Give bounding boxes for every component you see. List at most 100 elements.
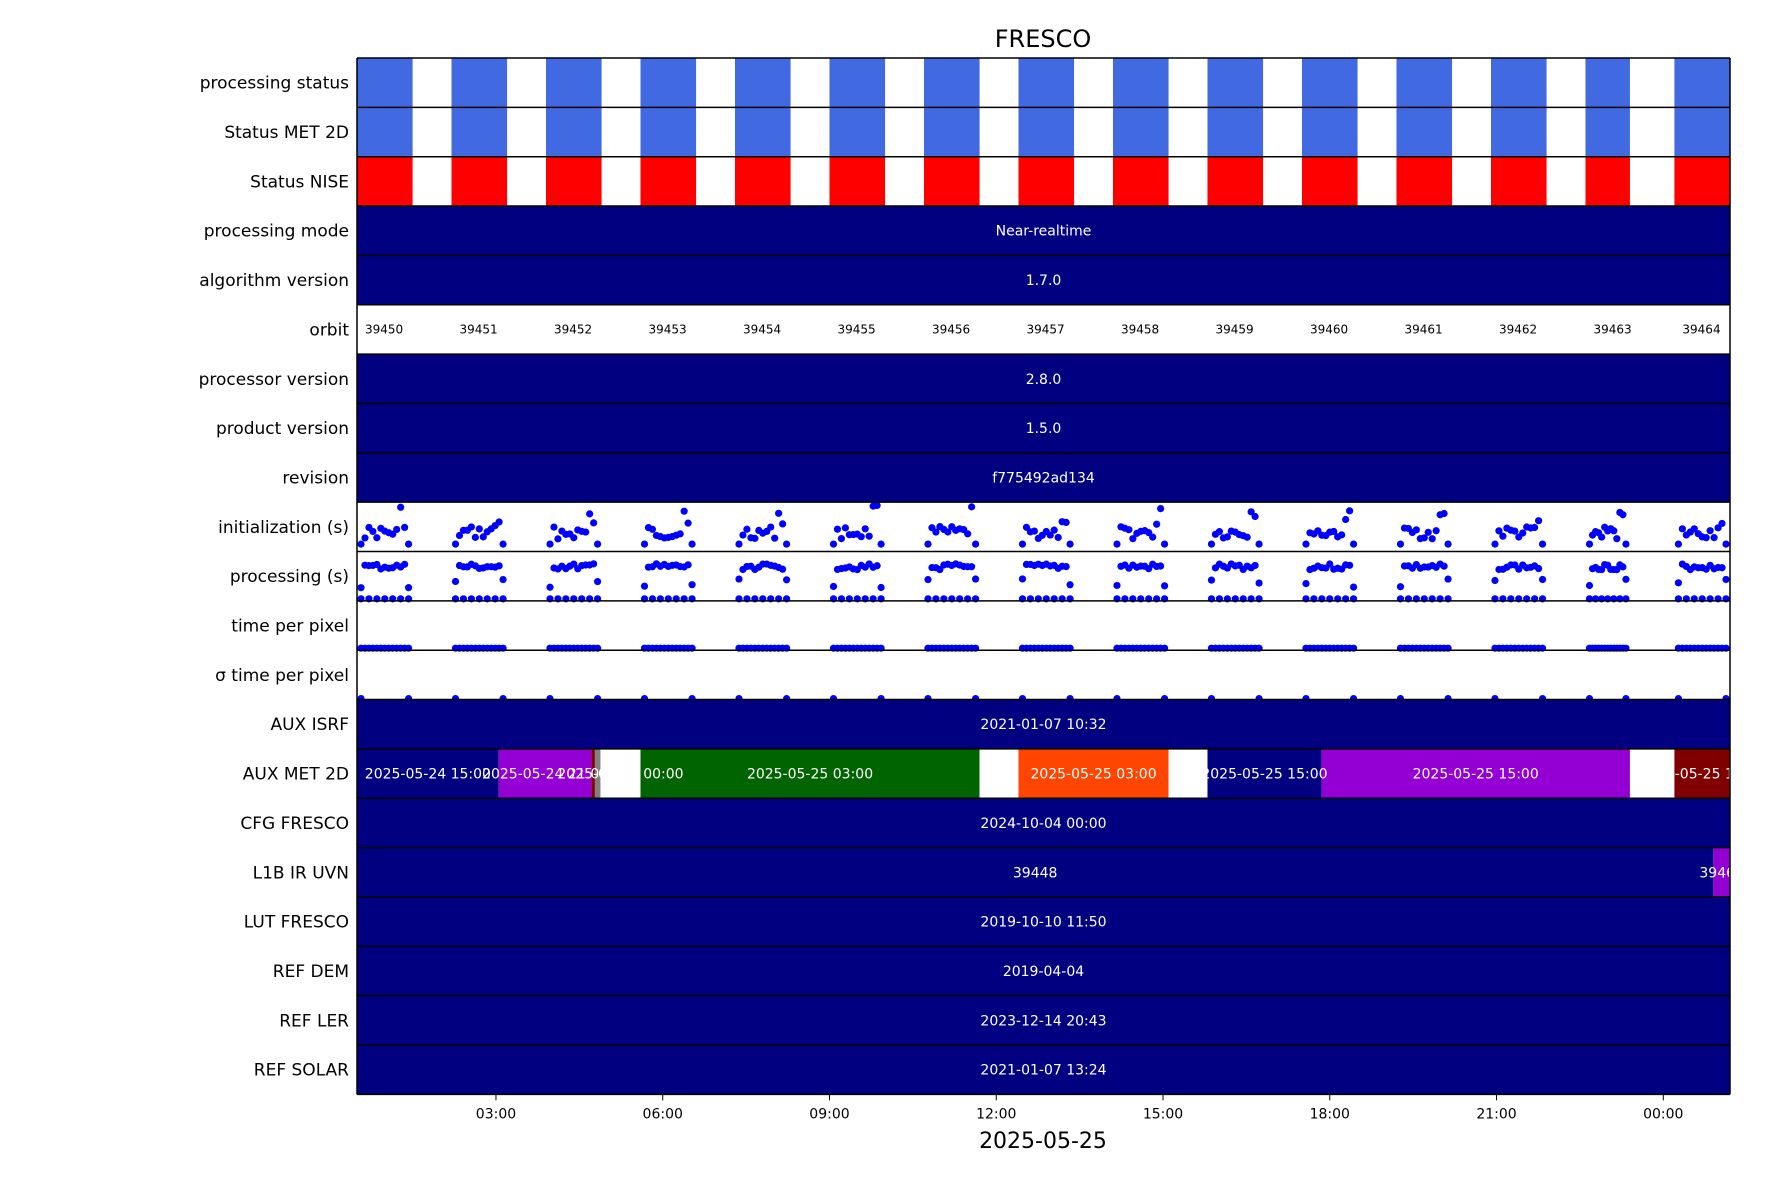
- data-point: [475, 525, 483, 533]
- band-segment: [357, 896, 1730, 947]
- data-point: [1342, 515, 1350, 524]
- status-block: [829, 107, 886, 157]
- data-point: [1062, 563, 1070, 571]
- data-point: [1326, 560, 1334, 568]
- band-label: 39463: [1699, 865, 1744, 881]
- status-block: [1207, 156, 1264, 207]
- data-point: [688, 581, 696, 589]
- data-point: [1302, 540, 1310, 548]
- band-label: 2025-05-25 03:00: [747, 767, 873, 783]
- orbit-label: 39451: [459, 322, 497, 336]
- data-point: [684, 519, 692, 527]
- row-label: σ time per pixel: [215, 666, 349, 686]
- band-segment: [357, 255, 1730, 305]
- status-block: [451, 156, 508, 207]
- data-point: [593, 577, 602, 586]
- data-point: [1330, 527, 1338, 536]
- status-block: [1585, 156, 1630, 207]
- orbit-label: 39460: [1310, 322, 1348, 336]
- status-block: [923, 58, 980, 108]
- band-segment: [1713, 847, 1730, 897]
- row-label: time per pixel: [231, 617, 349, 637]
- status-block: [1018, 58, 1075, 108]
- status-block: [451, 58, 508, 108]
- data-point: [1706, 527, 1714, 535]
- data-point: [467, 523, 475, 531]
- status-block: [829, 58, 886, 108]
- data-point: [932, 528, 940, 536]
- band-segment: [357, 206, 1730, 256]
- data-point: [397, 503, 405, 511]
- data-point: [1046, 531, 1054, 539]
- orbit-label: 39462: [1499, 322, 1537, 336]
- data-point: [841, 524, 849, 532]
- data-point: [767, 523, 775, 531]
- rows-layer: processing status Status MET 2D Status NIS…: [199, 58, 1765, 1095]
- status-block: [545, 156, 602, 207]
- status-block: [829, 156, 886, 207]
- data-point: [1718, 519, 1726, 528]
- x-tick-label: 06:00: [643, 1106, 683, 1122]
- data-point: [1702, 534, 1710, 542]
- chart-title: FRESCO: [995, 25, 1092, 53]
- data-point: [1690, 525, 1698, 533]
- data-point: [1538, 575, 1547, 584]
- data-point: [1207, 576, 1216, 584]
- band-segment: [357, 403, 1730, 453]
- data-point: [1223, 533, 1231, 541]
- data-point: [499, 575, 507, 584]
- orbit-label: 39461: [1404, 322, 1442, 336]
- orbit-label: 39456: [932, 322, 970, 336]
- data-point: [648, 525, 657, 533]
- status-block: [357, 58, 413, 108]
- row-label: LUT FRESCO: [244, 913, 349, 933]
- data-point: [1718, 564, 1726, 572]
- row-label: processing status: [200, 74, 349, 94]
- data-point: [676, 530, 684, 538]
- data-point: [546, 540, 554, 548]
- data-point: [1157, 504, 1165, 513]
- data-point: [964, 530, 972, 538]
- data-point: [593, 540, 602, 548]
- status-block: [1674, 58, 1730, 108]
- data-point: [1622, 575, 1630, 583]
- band-segment: [357, 699, 1730, 749]
- data-point: [1066, 581, 1074, 589]
- data-point: [590, 560, 598, 568]
- status-block: [1207, 107, 1264, 157]
- band-segment: [1629, 748, 1675, 799]
- data-point: [404, 584, 413, 592]
- status-block: [545, 58, 602, 108]
- band-segment: [357, 995, 1730, 1045]
- row-borders: [356, 57, 1731, 1096]
- data-point: [499, 540, 507, 548]
- row-label: AUX ISRF: [270, 715, 349, 735]
- data-point: [1160, 540, 1169, 548]
- data-point: [1585, 540, 1594, 548]
- row-label: AUX MET 2D: [243, 765, 349, 785]
- status-block: [1396, 107, 1453, 157]
- row-label: L1B IR UVN: [253, 863, 349, 883]
- status-block: [1018, 156, 1075, 207]
- data-point: [688, 540, 696, 548]
- orbit-label: 39459: [1215, 322, 1253, 336]
- band-label: Near-realtime: [996, 224, 1092, 240]
- x-tick-label: 12:00: [976, 1106, 1016, 1122]
- band-segment: [600, 748, 641, 799]
- band-segment: [1207, 748, 1322, 799]
- band-segment: [591, 748, 595, 799]
- data-point: [1113, 540, 1121, 548]
- row-label: revision: [282, 468, 349, 488]
- row-label: REF LER: [279, 1011, 349, 1031]
- x-tick-label: 03:00: [476, 1106, 516, 1122]
- row-label: product version: [216, 419, 349, 439]
- data-point: [1538, 540, 1547, 548]
- band-label: 2021-01-07 10:32: [980, 717, 1106, 733]
- band-segment: [594, 748, 601, 799]
- band-segment: [1674, 748, 1730, 799]
- row-label: processing (s): [230, 567, 349, 587]
- band-label: 2025-05-25 15:00: [1639, 767, 1765, 783]
- status-block: [357, 156, 413, 207]
- data-point: [1251, 561, 1259, 570]
- data-point: [1215, 528, 1224, 536]
